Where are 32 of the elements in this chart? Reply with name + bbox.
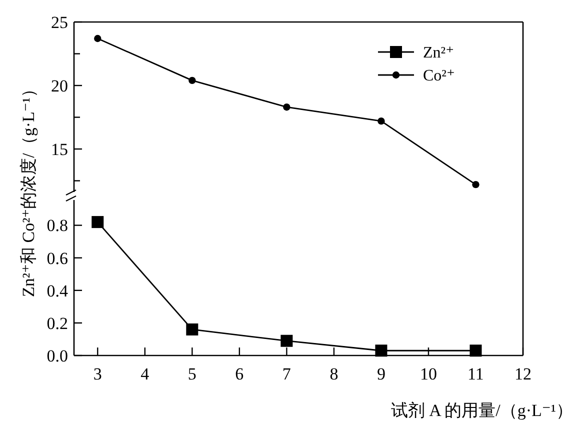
- y-tick-label: 0.0: [46, 346, 68, 366]
- x-tick-label: 4: [140, 364, 150, 384]
- point: [186, 323, 198, 336]
- legend-label: Zn²⁺: [423, 44, 454, 62]
- x-tick-label: 5: [188, 364, 196, 384]
- x-tick-label: 9: [376, 364, 386, 384]
- x-axis-title: 试剂 A 的用量/（g·L⁻¹）: [390, 401, 573, 420]
- point: [378, 117, 385, 125]
- y-tick-label: 0.4: [46, 281, 68, 300]
- y-tick-label: 0.2: [46, 314, 68, 333]
- y-tick-label: 20: [51, 76, 68, 96]
- y-tick-label: 15: [51, 140, 68, 159]
- point: [280, 334, 293, 347]
- y-tick-label: 0.8: [46, 216, 68, 236]
- y-tick-label: 0.6: [46, 248, 68, 268]
- x-tick-label: 12: [514, 364, 532, 384]
- point: [472, 180, 480, 188]
- x-tick-label: 3: [93, 364, 102, 384]
- x-tick-label: 11: [468, 364, 484, 384]
- x-tick-label: 8: [330, 364, 338, 384]
- point: [375, 344, 388, 357]
- y-axis-title: Zn²⁺和 Co²⁺的浓度/（g·L⁻¹）: [19, 80, 38, 297]
- x-tick-label: 6: [235, 364, 244, 384]
- point: [94, 34, 102, 42]
- point: [470, 344, 482, 357]
- legend-label: Co²⁺: [423, 68, 455, 85]
- x-tick-label: 10: [420, 364, 437, 384]
- point: [92, 216, 104, 228]
- x-tick-label: 7: [282, 364, 292, 384]
- point: [283, 103, 290, 111]
- y-tick-label: 25: [51, 12, 68, 32]
- point: [188, 76, 196, 84]
